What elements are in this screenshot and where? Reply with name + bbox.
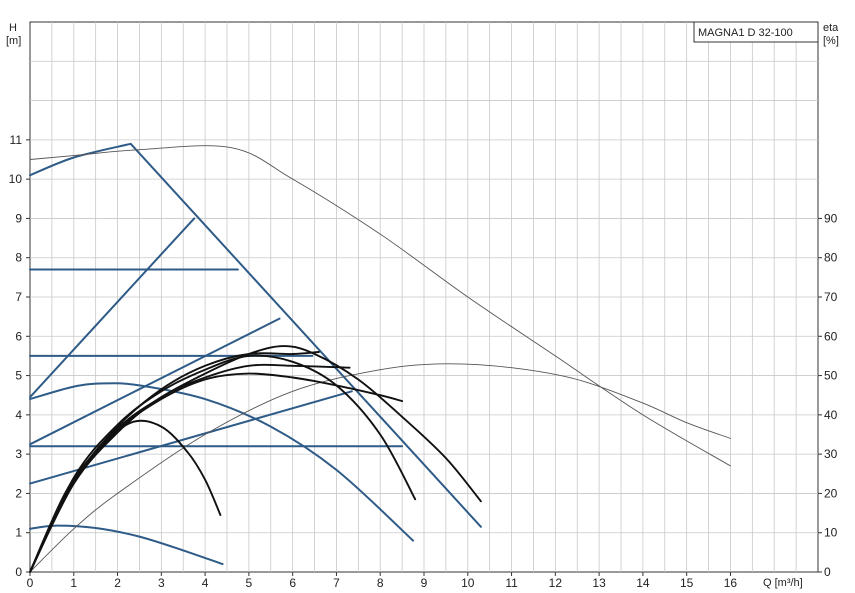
x-tick-label: 15 — [680, 576, 694, 590]
efficiency-curve-10 — [29, 363, 731, 573]
tick-labels: 0 1 2 3 4 5 6 7 8 9 10 11 12 13 14 15 160123456789101101… — [9, 133, 838, 590]
head-curve-0 — [29, 142, 482, 528]
y-left-tick-label: 1 — [15, 526, 22, 540]
x-tick-label: 12 — [549, 576, 563, 590]
head-curve-3 — [29, 217, 196, 399]
y-right-tick-label: 90 — [824, 211, 838, 225]
y-left-tick-label: 7 — [15, 290, 22, 304]
y-right-tick-label: 60 — [824, 329, 838, 343]
x-tick-label: 7 — [333, 576, 340, 590]
y-right-tick-label: 40 — [824, 408, 838, 422]
x-tick-label: 3 — [158, 576, 165, 590]
system-curve-15 — [29, 351, 320, 573]
x-tick-label: 13 — [592, 576, 606, 590]
x-tick-label: 2 — [114, 576, 121, 590]
y-left-tick-label: 9 — [15, 211, 22, 225]
chart-title: MAGNA1 D 32-100 — [698, 27, 793, 39]
y-right-tick-label: 20 — [824, 486, 838, 500]
x-tick-label: 4 — [202, 576, 209, 590]
x-tick-label: 6 — [289, 576, 296, 590]
y-left-tick-label: 11 — [10, 133, 23, 147]
head-curve-8 — [29, 524, 224, 566]
x-tick-label: 0 — [27, 576, 34, 590]
x-tick-label: 10 — [461, 576, 475, 590]
y-right-tick-label: 10 — [824, 526, 838, 540]
system-curve-16 — [29, 419, 222, 573]
y-left-tick-label: 10 — [9, 172, 23, 186]
y-right-tick-label: 50 — [824, 369, 838, 383]
x-tick-label: 16 — [724, 576, 738, 590]
y-right-tick-label: 80 — [824, 251, 838, 265]
y-left-tick-label: 6 — [15, 329, 22, 343]
y-left-tick-label: 8 — [15, 251, 22, 265]
x-tick-label: 14 — [636, 576, 650, 590]
y-left-tick-label: 0 — [15, 565, 22, 579]
x-tick-label: 8 — [377, 576, 384, 590]
title-box — [693, 21, 819, 43]
x-tick-label: 1 — [70, 576, 77, 590]
head-curve-7 — [29, 382, 415, 542]
x-tick-label: 5 — [246, 576, 253, 590]
y-right-label-symbol: eta — [823, 22, 839, 34]
y-right-tick-label: 0 — [824, 565, 831, 579]
y-left-label-symbol: H — [9, 22, 17, 34]
efficiency-curve-9 — [29, 145, 731, 467]
head-curve-4 — [29, 317, 281, 446]
x-axis-label: Q [m³/h] — [763, 577, 803, 589]
y-right-tick-label: 30 — [824, 447, 838, 461]
grid — [30, 22, 818, 572]
system-curve-13 — [29, 363, 351, 573]
series-layer — [29, 142, 731, 573]
y-right-label-unit: [%] — [823, 35, 839, 47]
x-tick-label: 11 — [505, 576, 518, 590]
y-left-label-unit: [m] — [6, 35, 21, 47]
y-left-tick-label: 3 — [15, 447, 22, 461]
y-left-tick-label: 4 — [15, 408, 22, 422]
x-tick-label: 9 — [421, 576, 428, 590]
y-left-tick-label: 5 — [15, 369, 22, 383]
y-right-tick-label: 70 — [824, 290, 838, 304]
system-curve-12 — [29, 354, 417, 573]
y-left-tick-label: 2 — [15, 486, 22, 500]
